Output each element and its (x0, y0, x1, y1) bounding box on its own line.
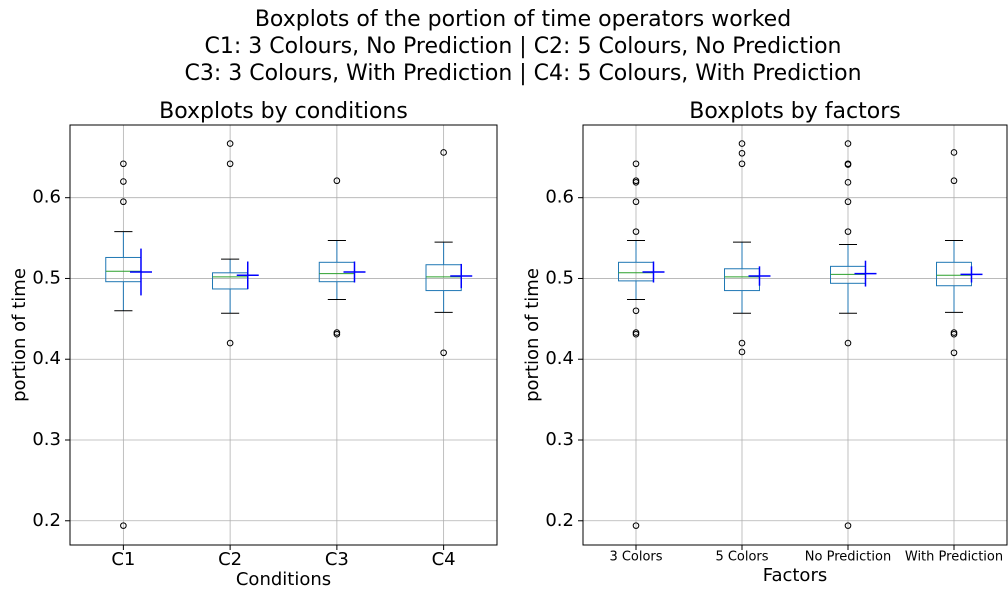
outlier (738, 140, 746, 147)
outlier (226, 160, 234, 168)
outlier (844, 228, 852, 235)
outlier (440, 149, 447, 156)
axes-frame (69, 124, 498, 546)
y-tick-label: 0.2 (32, 510, 61, 531)
x-axis-label: Factors (763, 565, 827, 586)
x-tick-label: No Prediction (805, 550, 891, 565)
outlier (120, 160, 127, 168)
outlier (440, 349, 447, 357)
suptitle-line: C3: 3 Colours, With Prediction | C4: 5 C… (184, 61, 861, 86)
outlier (738, 339, 746, 347)
y-tick-label: 0.5 (545, 267, 574, 288)
outlier (120, 178, 127, 185)
outlier (120, 522, 127, 529)
y-tick-label: 0.3 (545, 429, 574, 450)
x-axis-label: Conditions (236, 569, 331, 590)
outlier (632, 522, 640, 529)
outlier (738, 160, 746, 168)
suptitle-line: Boxplots of the portion of time operator… (255, 7, 791, 32)
axes-frame (582, 124, 1008, 546)
outlier (844, 140, 852, 147)
outlier (632, 160, 640, 168)
x-tick-label: C1 (111, 549, 135, 570)
outlier (226, 339, 234, 347)
outlier (844, 522, 852, 529)
y-tick-label: 0.4 (545, 348, 574, 369)
y-axis-label: portion of time (9, 268, 30, 402)
x-tick-label: C2 (218, 549, 242, 570)
y-tick-label: 0.3 (32, 429, 61, 450)
outlier (226, 140, 234, 147)
x-tick-label: 3 Colors (609, 550, 662, 565)
chart-title: Boxplots by factors (689, 99, 900, 124)
outlier (844, 179, 852, 186)
y-tick-label: 0.5 (32, 267, 61, 288)
outlier (738, 149, 746, 157)
outlier (632, 307, 640, 315)
chart-title: Boxplots by conditions (159, 99, 408, 124)
x-tick-label: With Prediction (905, 550, 1003, 565)
y-tick-label: 0.4 (32, 348, 61, 369)
outlier (950, 349, 958, 357)
outlier (950, 330, 958, 338)
outlier (950, 149, 958, 156)
x-tick-label: 5 Colors (715, 550, 768, 565)
y-tick-label: 0.2 (545, 510, 574, 531)
suptitle-line: C1: 3 Colours, No Prediction | C2: 5 Col… (205, 34, 842, 59)
outlier (333, 330, 341, 338)
y-tick-label: 0.6 (545, 187, 574, 208)
outlier (950, 177, 958, 185)
outlier (632, 198, 640, 206)
outlier (632, 330, 640, 338)
outlier (333, 177, 341, 185)
x-tick-label: C3 (325, 549, 349, 570)
outlier (632, 179, 640, 186)
y-tick-label: 0.6 (32, 187, 61, 208)
y-axis-label: portion of time (522, 268, 543, 402)
outlier (632, 228, 640, 235)
outlier (120, 198, 127, 206)
outlier (844, 198, 852, 206)
outlier (844, 161, 852, 168)
outlier (844, 339, 852, 347)
outlier (738, 348, 746, 356)
x-tick-label: C4 (432, 549, 456, 570)
